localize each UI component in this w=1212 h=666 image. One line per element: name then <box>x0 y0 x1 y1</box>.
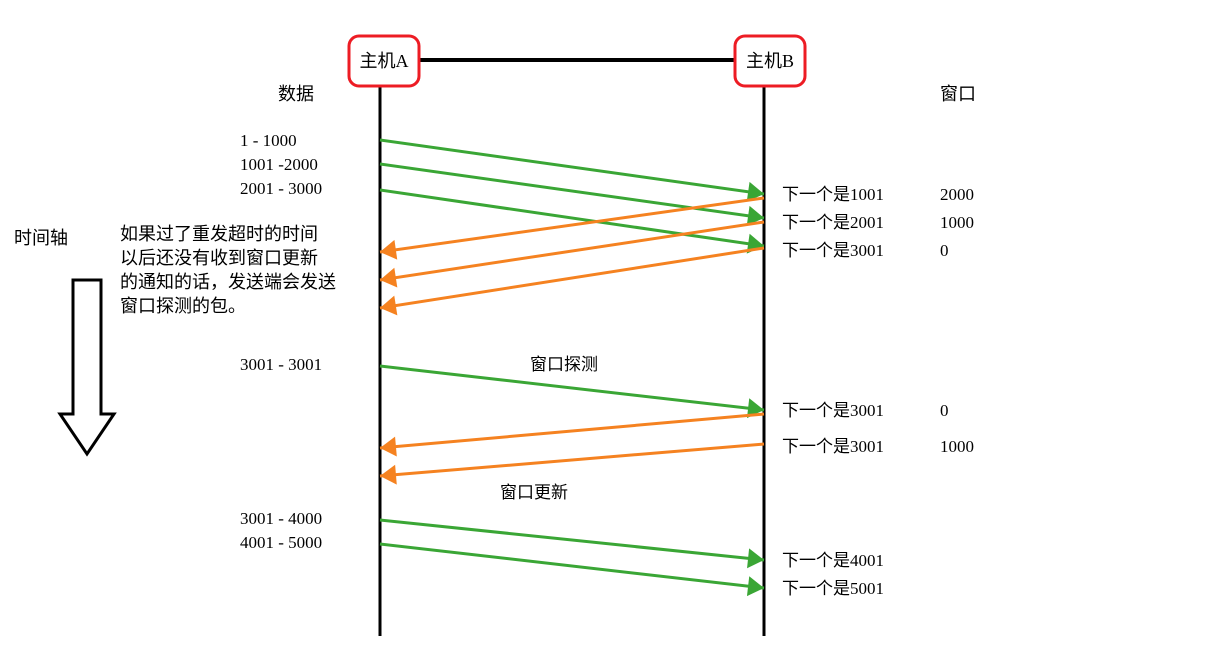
ack-label: 下一个是3001 <box>782 241 884 260</box>
ack-label: 下一个是4001 <box>782 551 884 570</box>
note-line: 窗口探测的包。 <box>120 296 246 316</box>
ack-label: 下一个是3001 <box>782 401 884 420</box>
message-arrow <box>380 444 764 476</box>
time-axis-label: 时间轴 <box>14 228 68 248</box>
data-range-label: 3001 - 3001 <box>240 355 322 374</box>
host-label-a: 主机A <box>360 51 409 71</box>
time-axis-arrow-icon <box>60 280 114 454</box>
mid-label: 窗口更新 <box>500 483 568 502</box>
data-range-label: 2001 - 3000 <box>240 179 322 198</box>
data-range-label: 1001 -2000 <box>240 155 318 174</box>
ack-label: 下一个是5001 <box>782 579 884 598</box>
arrow-head <box>747 548 764 568</box>
data-range-label: 3001 - 4000 <box>240 509 322 528</box>
message-arrow <box>380 414 764 448</box>
ack-label: 下一个是3001 <box>782 437 884 456</box>
arrow-head <box>380 240 397 260</box>
message-arrow <box>380 140 764 194</box>
ack-label: 下一个是2001 <box>782 213 884 232</box>
message-arrow <box>380 222 764 280</box>
header-window: 窗口 <box>940 84 976 104</box>
mid-label: 窗口探测 <box>530 355 598 374</box>
window-value: 1000 <box>940 437 974 456</box>
arrow-head <box>380 296 397 316</box>
note-line: 的通知的话，发送端会发送 <box>120 272 336 292</box>
message-arrow <box>380 164 764 218</box>
message-arrow <box>380 544 764 588</box>
note-line: 如果过了重发超时的时间 <box>120 224 318 244</box>
arrow-head <box>380 465 397 485</box>
note-line: 以后还没有收到窗口更新 <box>120 248 318 268</box>
message-arrow <box>380 190 764 246</box>
header-data: 数据 <box>278 84 314 104</box>
window-value: 0 <box>940 401 949 420</box>
data-range-label: 4001 - 5000 <box>240 533 322 552</box>
window-value: 1000 <box>940 213 974 232</box>
arrow-head <box>380 437 397 457</box>
message-arrow <box>380 198 764 252</box>
ack-label: 下一个是1001 <box>782 185 884 204</box>
window-value: 0 <box>940 241 949 260</box>
data-range-label: 1 - 1000 <box>240 131 297 150</box>
host-label-b: 主机B <box>746 51 794 71</box>
arrow-head <box>747 576 764 596</box>
message-arrow <box>380 520 764 560</box>
window-value: 2000 <box>940 185 974 204</box>
arrow-head <box>380 268 397 288</box>
message-arrow <box>380 248 764 308</box>
